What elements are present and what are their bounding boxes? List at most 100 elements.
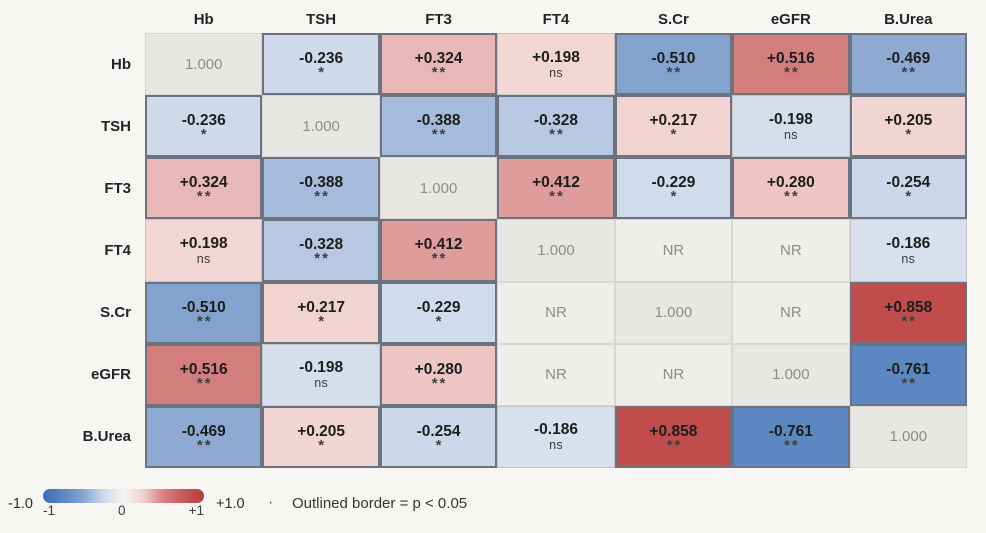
cell-value: -0.229 [416, 298, 461, 316]
cell-value: NR [662, 241, 685, 259]
cell-significance: ** [901, 374, 918, 392]
cell-value: +0.280 [766, 174, 815, 192]
cell-value: +0.516 [179, 360, 228, 378]
matrix-cell: 1.000 [379, 157, 498, 220]
matrix-cell: 1.000 [849, 405, 967, 468]
column-header: S.Cr [658, 11, 689, 28]
matrix-cell: +0.516 ** [145, 343, 263, 406]
cell-significance: ns [549, 65, 563, 80]
matrix-cell: +0.280 ** [732, 157, 850, 220]
cell-value: -0.186 [534, 421, 578, 439]
matrix-cell: +0.198 ns [145, 219, 263, 282]
legend-separator-dot: · [268, 494, 274, 511]
row-label: FT4 [104, 241, 131, 259]
cell-significance: ns [783, 127, 798, 142]
cell-value: 1.000 [889, 428, 928, 446]
cell-significance: ** [549, 188, 565, 206]
cell-significance: ** [196, 374, 213, 392]
cell-value: -0.236 [299, 50, 344, 68]
cell-value: -0.328 [534, 112, 578, 130]
cell-value: +0.324 [414, 50, 463, 68]
cell-significance: ** [784, 188, 800, 206]
matrix-cell: -0.229 * [614, 157, 733, 220]
row-label: TSH [101, 117, 131, 135]
matrix-cell: +0.412 ** [497, 157, 615, 220]
cell-value: -0.388 [416, 112, 461, 130]
colorbar-max-label: +1.0 [216, 496, 245, 512]
matrix-cell: +0.217 * [614, 95, 733, 158]
matrix-cell: NR [614, 343, 733, 406]
cell-value: NR [545, 304, 567, 322]
cell-significance: ** [666, 436, 683, 454]
matrix-cell: +0.324 ** [379, 33, 498, 96]
matrix-cell: -0.229 * [379, 281, 498, 344]
cell-significance: ** [784, 64, 800, 82]
cell-value: +0.324 [179, 174, 228, 192]
matrix-cell: +0.280 ** [379, 343, 498, 406]
cell-significance: ns [549, 438, 563, 453]
cell-value: +0.217 [297, 298, 346, 316]
cell-value: NR [780, 241, 802, 259]
colorbar-tick: +1 [188, 503, 204, 518]
cell-value: -0.229 [651, 174, 696, 192]
row-label: FT3 [104, 179, 131, 197]
matrix-cell: 1.000 [262, 95, 380, 158]
cell-value: -0.254 [886, 174, 931, 192]
matrix-cell: +0.412 ** [379, 219, 498, 282]
cell-significance: * [905, 188, 914, 206]
cell-significance: * [435, 312, 444, 330]
cell-significance: ** [431, 374, 448, 392]
cell-significance: ** [666, 64, 683, 82]
column-header: FT4 [542, 11, 570, 28]
cell-value: -0.510 [651, 50, 696, 68]
row-label: B.Urea [82, 428, 131, 446]
matrix-cell: -0.388 ** [262, 157, 380, 220]
matrix-cell: +0.324 ** [145, 157, 263, 220]
matrix-cell: -0.198 ns [262, 343, 380, 406]
cell-significance: ** [901, 312, 918, 330]
cell-significance: ** [196, 312, 213, 330]
cell-significance: * [670, 188, 679, 206]
row-label: eGFR [90, 366, 131, 384]
matrix-cell: -0.328 ** [262, 219, 380, 282]
matrix-cell: +0.217 * [262, 281, 380, 344]
matrix-grid: 1.000 -0.236 * +0.324 ** +0.198 ns -0.510 ** +0.5… [145, 33, 967, 468]
cell-significance: * [905, 126, 914, 144]
matrix-cell: 1.000 [145, 33, 263, 96]
cell-value: -0.761 [768, 422, 813, 440]
cell-significance: * [670, 126, 679, 144]
matrix-cell: -0.510 ** [145, 281, 263, 344]
matrix-cell: +0.205 * [262, 405, 380, 468]
column-header: FT3 [425, 11, 452, 28]
matrix-cell: -0.510 ** [614, 33, 733, 96]
matrix-cell: +0.858 ** [849, 281, 967, 344]
matrix-cell: +0.858 ** [614, 405, 733, 468]
cell-value: NR [662, 366, 685, 384]
matrix-cell: NR [497, 281, 615, 344]
legend-note: Outlined border = p < 0.05 [292, 495, 468, 512]
column-header: eGFR [770, 11, 811, 28]
cell-significance: ** [196, 188, 213, 206]
cell-value: +0.412 [414, 236, 463, 254]
matrix-cell: NR [732, 281, 850, 344]
cell-significance: ns [196, 251, 211, 266]
matrix-cell: -0.469 ** [849, 33, 967, 96]
cell-significance: * [318, 64, 327, 82]
cell-significance: ns [314, 376, 329, 391]
row-label: Hb [111, 55, 131, 73]
cell-value: +0.280 [414, 360, 463, 378]
cell-value: +0.412 [532, 174, 580, 192]
cell-value: 1.000 [537, 241, 575, 259]
matrix-cell: 1.000 [497, 219, 615, 282]
cell-significance: ** [784, 436, 800, 454]
cell-significance: * [200, 126, 209, 144]
column-headers: Hb TSH FT3 FT4 S.Cr eGFR B.Urea [145, 0, 967, 33]
matrix-cell: -0.761 ** [732, 405, 850, 468]
colorbar-min-label: -1.0 [8, 496, 33, 512]
matrix-cell: -0.761 ** [849, 343, 967, 406]
matrix-cell: -0.186 ns [497, 405, 615, 468]
column-header: Hb [193, 11, 214, 28]
cell-value: -0.236 [181, 112, 226, 130]
cell-value: -0.510 [181, 298, 226, 316]
